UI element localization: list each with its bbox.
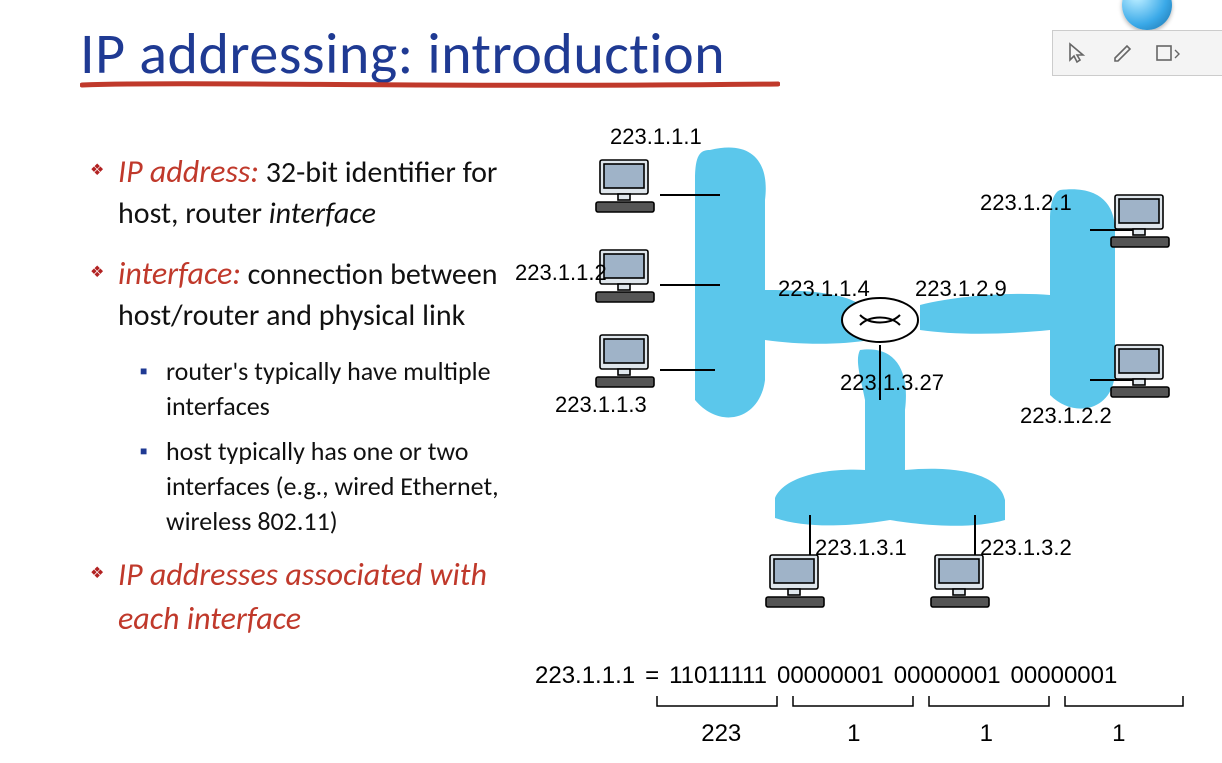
bracket-row <box>655 694 1185 714</box>
ip-label: 223.1.2.1 <box>980 190 1072 216</box>
router-icon <box>842 298 918 342</box>
bullet-lead: IP address: <box>118 152 259 191</box>
subbullet-text: host typically has one or two interfaces… <box>166 434 550 539</box>
bullet-marker: ❖ <box>90 252 118 336</box>
bullet-marker: ❖ <box>90 553 118 640</box>
subbullet-marker: ■ <box>140 354 166 424</box>
ip-label: 223.1.3.1 <box>815 535 907 561</box>
subbullet-marker: ■ <box>140 434 166 539</box>
slide-title: IP addressing: introduction <box>80 18 725 89</box>
title-underline <box>80 80 780 90</box>
bullet-rest-b: interface <box>269 195 376 232</box>
octet-3: 00000001 <box>894 662 1001 690</box>
bullet-ip-address: ❖ IP address: 32-bit identifier for host… <box>90 150 550 234</box>
pen-tool-button[interactable] <box>1109 39 1137 67</box>
dec-1: 223 <box>655 720 788 748</box>
bullet-interface: ❖ interface: connection between host/rou… <box>90 252 550 336</box>
shape-tool-button[interactable] <box>1155 39 1183 67</box>
dec-4: 1 <box>1053 720 1186 748</box>
bullet-text: interface: connection between host/route… <box>118 252 550 336</box>
network-diagram: 223.1.1.1 223.1.1.2 223.1.1.3 223.1.1.4 … <box>560 120 1180 640</box>
dec-2: 1 <box>788 720 921 748</box>
octet-2: 00000001 <box>777 662 884 690</box>
bullet-text: IP addresses associated with each interf… <box>118 553 550 640</box>
bullet-lead: interface: <box>118 254 241 293</box>
subbullet-hosts: ■ host typically has one or two interfac… <box>140 434 550 539</box>
app-logo <box>1122 0 1172 30</box>
ip-label: 223.1.1.4 <box>778 276 870 302</box>
ip-label: 223.1.2.9 <box>915 276 1007 302</box>
content-area: ❖ IP address: 32-bit identifier for host… <box>90 150 550 658</box>
ip-label: 223.1.2.2 <box>1020 403 1112 429</box>
bullet-lead: IP addresses associated with each interf… <box>118 555 487 638</box>
ip-label: 223.1.3.2 <box>980 535 1072 561</box>
ip-text: 223.1.1.1 <box>535 662 635 690</box>
octet-1: 11011111 <box>669 662 767 690</box>
subbullet-text: router's typically have multiple interfa… <box>166 354 550 424</box>
annotation-toolbar <box>1052 30 1222 76</box>
bullet-marker: ❖ <box>90 150 118 234</box>
ip-label: 223.1.1.2 <box>515 260 607 286</box>
octet-4: 00000001 <box>1011 662 1118 690</box>
eq-sign: = <box>645 662 659 690</box>
decimal-row: 223 1 1 1 <box>655 720 1185 748</box>
dec-3: 1 <box>920 720 1053 748</box>
ip-label: 223.1.1.1 <box>610 124 702 150</box>
cursor-tool-button[interactable] <box>1063 39 1091 67</box>
ip-label: 223.1.3.27 <box>840 370 944 396</box>
bullet-text: IP address: 32-bit identifier for host, … <box>118 150 550 234</box>
subbullet-routers: ■ router's typically have multiple inter… <box>140 354 550 424</box>
binary-row: 223.1.1.1 = 11011111 00000001 00000001 0… <box>535 662 1185 690</box>
bullet-association: ❖ IP addresses associated with each inte… <box>90 553 550 640</box>
ip-label: 223.1.1.3 <box>555 392 647 418</box>
